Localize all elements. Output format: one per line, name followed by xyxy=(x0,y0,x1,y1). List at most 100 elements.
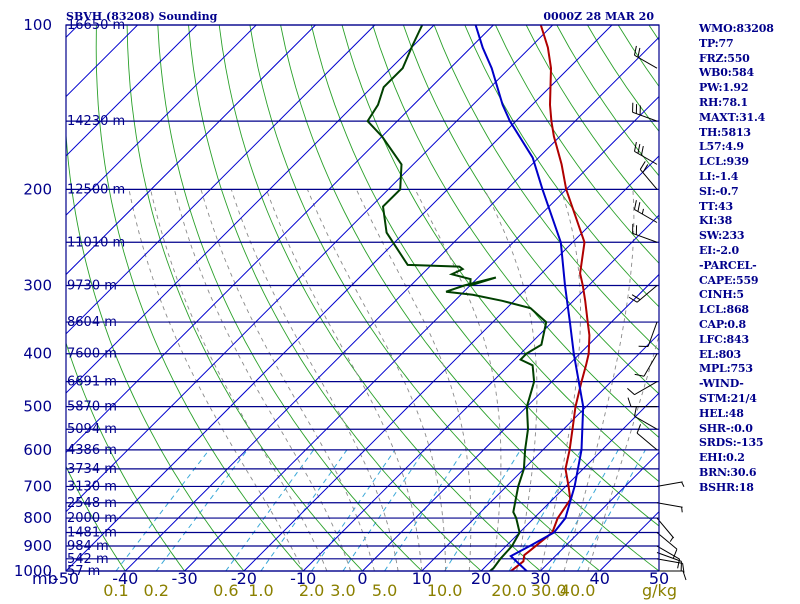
barb-flag xyxy=(632,295,640,300)
index-item: SW:233 xyxy=(699,229,799,244)
wind-barb xyxy=(657,503,683,513)
index-item: LCL:868 xyxy=(699,303,799,318)
height-label: 12500 m xyxy=(67,182,125,197)
index-item: WMO:83208 xyxy=(699,22,799,37)
barb-staff xyxy=(634,382,657,395)
moist-adiabat-line xyxy=(266,189,422,571)
height-label: 9730 m xyxy=(67,279,117,294)
index-item: SHR-:0.0 xyxy=(699,422,799,437)
barb-flag xyxy=(634,200,636,209)
index-item: SRDS:-135 xyxy=(699,436,799,451)
index-item: -WIND- xyxy=(699,377,799,392)
pressure-label: 400 xyxy=(23,345,52,363)
height-label: 7600 m xyxy=(67,347,117,362)
index-item: EI:-2.0 xyxy=(699,244,799,259)
dry-adiabat-line xyxy=(311,25,718,571)
barb-half-flag xyxy=(682,507,683,512)
index-item: STM:21/4 xyxy=(699,392,799,407)
index-item: EHI:0.2 xyxy=(699,451,799,466)
index-item: KI:38 xyxy=(699,214,799,229)
index-item: HEL:48 xyxy=(699,407,799,422)
mixing-ratio-label: 40.0 xyxy=(560,581,596,600)
index-item: CINH:5 xyxy=(699,288,799,303)
wind-barb xyxy=(657,482,684,487)
height-label: 2000 m xyxy=(67,511,117,526)
dry-adiabat-line xyxy=(0,25,7,571)
height-label: 5094 m xyxy=(67,422,117,437)
isotherm-line xyxy=(0,25,19,571)
mixing-ratio-line xyxy=(226,450,314,571)
barb-half-flag xyxy=(642,209,643,214)
mixing-ratio-label: 20.0 xyxy=(491,581,527,600)
dry-adiabats xyxy=(0,25,800,571)
plot-frame xyxy=(66,25,659,571)
barb-staff xyxy=(637,433,657,450)
height-label: 5870 m xyxy=(67,400,117,415)
index-item: RH:78.1 xyxy=(699,96,799,111)
mixing-ratio-line xyxy=(343,450,425,571)
mixing-ratio-label: 1.0 xyxy=(248,581,273,600)
index-item: SI:-0.7 xyxy=(699,185,799,200)
mixing-ratio-label: 5.0 xyxy=(372,581,397,600)
wind-barb xyxy=(633,224,657,242)
index-item: MAXT:31.4 xyxy=(699,111,799,126)
index-item: LI:-1.4 xyxy=(699,170,799,185)
wind-barbs xyxy=(627,46,686,580)
index-item: L57:4.9 xyxy=(699,140,799,155)
height-label: 8604 m xyxy=(67,315,117,330)
mixing-ratio-line xyxy=(312,450,395,571)
barb-staff xyxy=(648,322,657,346)
temperature-label: -30 xyxy=(172,569,198,588)
mixing-ratio-label: 0.6 xyxy=(213,581,238,600)
temperature-label: 0 xyxy=(357,569,367,588)
barb-flag xyxy=(640,161,645,169)
height-label: 4386 m xyxy=(67,443,117,458)
height-label: 3734 m xyxy=(67,462,117,477)
barb-staff xyxy=(634,416,657,429)
mixing-ratio-label: 10.0 xyxy=(427,581,463,600)
station-title: SBVH (83208) Sounding xyxy=(66,10,218,23)
index-item: BRN:30.6 xyxy=(699,466,799,481)
dry-adiabat-line xyxy=(250,25,600,571)
height-label: 14230 m xyxy=(67,114,125,129)
barb-half-flag xyxy=(670,537,673,541)
index-item: LFC:843 xyxy=(699,333,799,348)
isobars xyxy=(66,25,659,571)
height-label: 3130 m xyxy=(67,479,117,494)
valid-time: 0000Z 28 MAR 20 xyxy=(543,10,654,23)
barb-flag xyxy=(638,48,640,57)
isotherm-line xyxy=(125,25,671,571)
pressure-label: 300 xyxy=(23,277,52,295)
sounding-profiles xyxy=(368,25,590,572)
barb-half-flag xyxy=(682,482,684,487)
pressure-label: 500 xyxy=(23,398,52,416)
mixing-ratio-line xyxy=(156,450,247,571)
height-label: 6691 m xyxy=(67,375,117,390)
index-item: PW:1.92 xyxy=(699,81,799,96)
wind-barb xyxy=(657,532,677,558)
index-item: TT:43 xyxy=(699,200,799,215)
pressure-label: 100 xyxy=(23,16,52,34)
temperature-label: -50 xyxy=(53,569,79,588)
wind-barb xyxy=(635,354,657,377)
mixing-ratio-label: 2.0 xyxy=(299,581,324,600)
moist-adiabat-line xyxy=(201,189,374,571)
wind-barb xyxy=(657,546,680,568)
moist-adiabat-line xyxy=(129,189,303,571)
barb-staff xyxy=(657,503,683,508)
mixing-ratio-line xyxy=(116,450,209,571)
index-item: MPL:753 xyxy=(699,362,799,377)
wind-barb xyxy=(634,46,657,68)
barb-flag xyxy=(638,202,640,211)
pressure-label: 200 xyxy=(23,180,52,198)
index-item: FRZ:550 xyxy=(699,52,799,67)
barb-flag xyxy=(641,146,643,155)
moist-adiabats xyxy=(129,189,693,571)
index-item: CAP:0.8 xyxy=(699,318,799,333)
index-item: EL:803 xyxy=(699,348,799,363)
barb-staff xyxy=(657,553,681,562)
wind-barb xyxy=(634,200,657,222)
